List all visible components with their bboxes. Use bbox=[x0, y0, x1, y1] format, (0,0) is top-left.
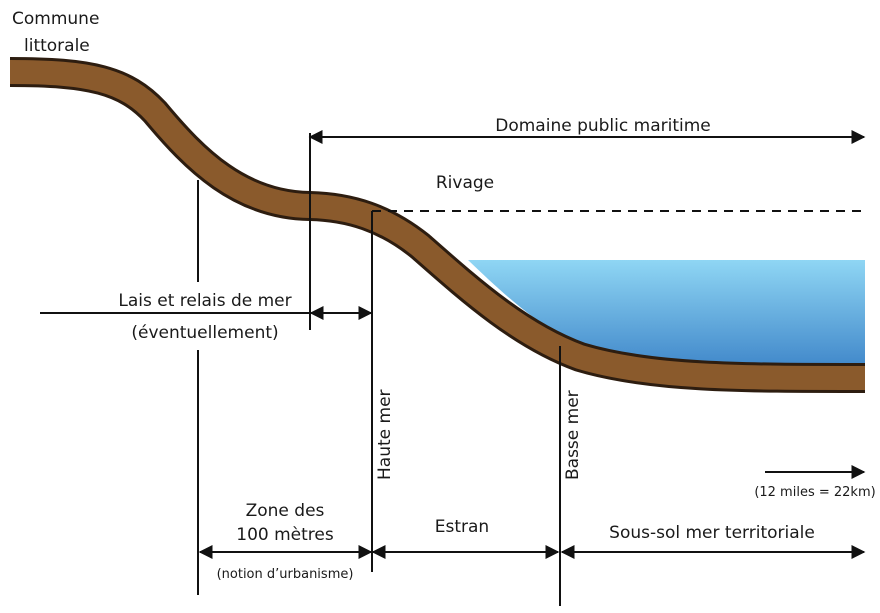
label: (éventuellement) bbox=[131, 323, 278, 343]
label: littorale bbox=[24, 36, 90, 56]
label: 100 mètres bbox=[236, 525, 334, 545]
label: Rivage bbox=[436, 173, 494, 193]
label: Commune bbox=[12, 9, 99, 29]
label: Zone des bbox=[246, 501, 325, 521]
label: (12 miles = 22km) bbox=[754, 485, 875, 500]
label: Estran bbox=[435, 517, 489, 537]
label: Domaine public maritime bbox=[495, 116, 710, 136]
label: Haute mer bbox=[375, 389, 395, 480]
label: Lais et relais de mer bbox=[118, 291, 291, 311]
label: (notion d’urbanisme) bbox=[217, 567, 354, 582]
label: Sous-sol mer territoriale bbox=[609, 523, 815, 543]
diagram: Commune littorale Domaine public maritim… bbox=[0, 0, 880, 613]
label: Basse mer bbox=[563, 390, 583, 480]
